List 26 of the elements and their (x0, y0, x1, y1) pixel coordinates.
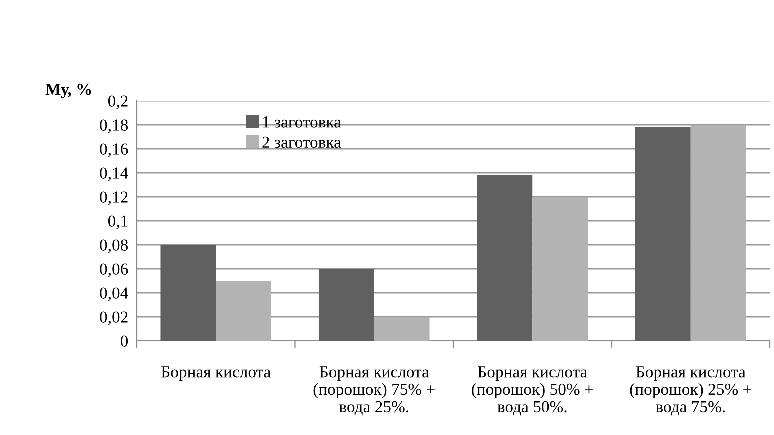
y-axis-title: Му, % (46, 84, 92, 99)
y-tick-label: 0,04 (100, 288, 128, 302)
x-tick-label: Борная кислота (162, 366, 271, 382)
legend-label: 1 заготовка (263, 116, 342, 128)
bar (477, 175, 533, 341)
bar (532, 197, 588, 341)
bar (690, 125, 746, 341)
y-tick-label: 0,1 (108, 216, 128, 230)
bar (160, 245, 216, 341)
y-tick-label: 0,16 (100, 144, 128, 158)
bar (635, 127, 691, 341)
y-tick-label: 0,12 (100, 192, 128, 206)
x-tick-label: Борная кислота (порошок) 50% + вода 50%. (472, 366, 594, 416)
bar (318, 269, 374, 341)
bar (216, 281, 272, 341)
bar (374, 317, 430, 341)
y-tick-label: 0,06 (100, 264, 128, 278)
y-tick-label: 0,18 (100, 120, 128, 134)
x-tick-label: Борная кислота (порошок) 25% + вода 75%. (630, 366, 752, 416)
y-tick-label: 0,14 (100, 168, 128, 182)
legend-label: 2 заготовка (262, 136, 342, 148)
y-tick-label: 0 (120, 336, 128, 347)
y-tick-label: 0,08 (100, 240, 128, 254)
y-tick-label: 0,02 (100, 312, 128, 326)
x-tick-label: Борная кислота (порошок) 75% + вода 25%. (314, 366, 435, 416)
y-tick-label: 0,2 (108, 96, 128, 110)
